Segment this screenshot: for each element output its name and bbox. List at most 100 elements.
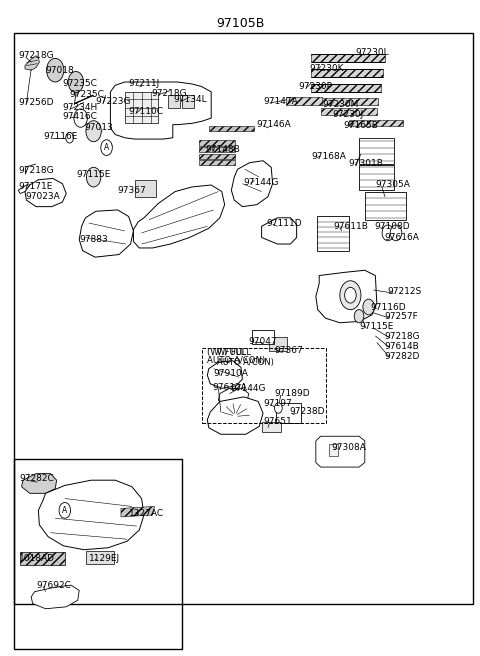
Bar [202,348,326,423]
Text: 97218G: 97218G [384,332,420,341]
Polygon shape [110,82,211,139]
Text: 97105B: 97105B [216,17,264,30]
Text: 1129EJ: 1129EJ [89,554,120,564]
Polygon shape [262,218,297,244]
Text: 97111D: 97111D [266,218,302,228]
Polygon shape [25,178,66,207]
Text: 97116E: 97116E [43,132,78,141]
Text: 97165B: 97165B [343,121,378,131]
Bar [182,95,194,108]
Bar [317,216,349,251]
Circle shape [86,121,101,142]
Bar [14,33,473,604]
Polygon shape [207,397,263,434]
Polygon shape [121,506,155,517]
Polygon shape [359,165,394,190]
Bar [276,403,301,423]
Text: (W/ FULL: (W/ FULL [207,348,246,358]
Text: 97305A: 97305A [375,180,410,190]
Text: 97144G: 97144G [244,178,279,187]
Circle shape [390,225,402,241]
Circle shape [382,225,394,241]
Text: 97230L: 97230L [355,48,389,57]
Circle shape [363,299,374,315]
Text: 97168A: 97168A [311,152,346,161]
Text: 97197: 97197 [263,399,292,408]
Circle shape [354,310,364,323]
Text: 97218G: 97218G [18,166,54,175]
Text: 97171E: 97171E [18,182,53,192]
Text: 97301B: 97301B [348,159,383,169]
Text: 97235C: 97235C [70,90,105,99]
Polygon shape [133,185,225,248]
Text: 97108D: 97108D [374,222,410,231]
Polygon shape [311,54,385,62]
Bar [135,180,156,197]
Text: 97148B: 97148B [205,145,240,154]
Polygon shape [316,436,365,467]
Text: 97115E: 97115E [77,170,111,179]
Text: 97692C: 97692C [36,581,71,590]
Bar [262,422,281,432]
Polygon shape [231,161,273,207]
Polygon shape [316,270,377,323]
Text: 97308A: 97308A [331,443,366,452]
Text: 97223G: 97223G [95,97,131,106]
Text: 97282D: 97282D [384,352,420,361]
Text: AUTO A/CON): AUTO A/CON) [207,356,265,365]
Text: 97616A: 97616A [384,233,419,242]
Bar [14,459,182,649]
Text: 97257F: 97257F [384,312,418,321]
Bar [252,330,274,344]
Text: 1018AD: 1018AD [19,554,55,564]
Bar [168,95,180,108]
Polygon shape [199,140,235,146]
Polygon shape [349,120,403,126]
Polygon shape [365,192,406,220]
Bar [125,92,158,123]
Text: 97146A: 97146A [257,120,291,129]
Polygon shape [207,361,242,388]
Text: 97134L: 97134L [174,95,207,104]
Polygon shape [286,97,322,105]
Polygon shape [311,69,383,77]
Bar [329,444,338,456]
Polygon shape [209,126,254,131]
Text: 97230P: 97230P [299,82,333,91]
Text: 97230M: 97230M [323,100,359,110]
Text: 97212S: 97212S [388,287,422,297]
Polygon shape [321,98,378,105]
Text: 97230K: 97230K [310,64,344,73]
Text: 97110C: 97110C [129,107,164,116]
Text: 97116D: 97116D [371,302,406,312]
Circle shape [275,403,282,413]
Polygon shape [79,210,133,257]
Text: 97416C: 97416C [62,112,97,121]
Polygon shape [311,84,381,92]
Text: 97189D: 97189D [275,389,310,398]
Circle shape [66,133,73,143]
Text: 97651: 97651 [263,417,292,426]
Text: 97234H: 97234H [62,103,97,112]
Polygon shape [18,185,30,194]
Polygon shape [31,585,79,609]
Text: 97211J: 97211J [129,79,160,89]
Bar [269,337,287,351]
Circle shape [340,281,361,310]
Text: 97023A: 97023A [25,192,60,201]
Text: 97047: 97047 [249,337,277,346]
Circle shape [47,58,64,82]
Circle shape [68,72,84,92]
Text: A: A [104,143,109,152]
Bar [86,551,114,564]
Text: 97883: 97883 [79,235,108,244]
Text: 97612A: 97612A [213,382,247,392]
Circle shape [101,140,112,155]
Text: W/ FULL
AUTO A/CON): W/ FULL AUTO A/CON) [217,348,274,367]
Text: 97218G: 97218G [18,51,54,60]
Text: 97611B: 97611B [334,222,369,231]
Text: 97367: 97367 [275,346,303,356]
Text: 97018: 97018 [46,66,74,75]
Polygon shape [359,138,394,164]
Text: 1327AC: 1327AC [129,509,164,518]
